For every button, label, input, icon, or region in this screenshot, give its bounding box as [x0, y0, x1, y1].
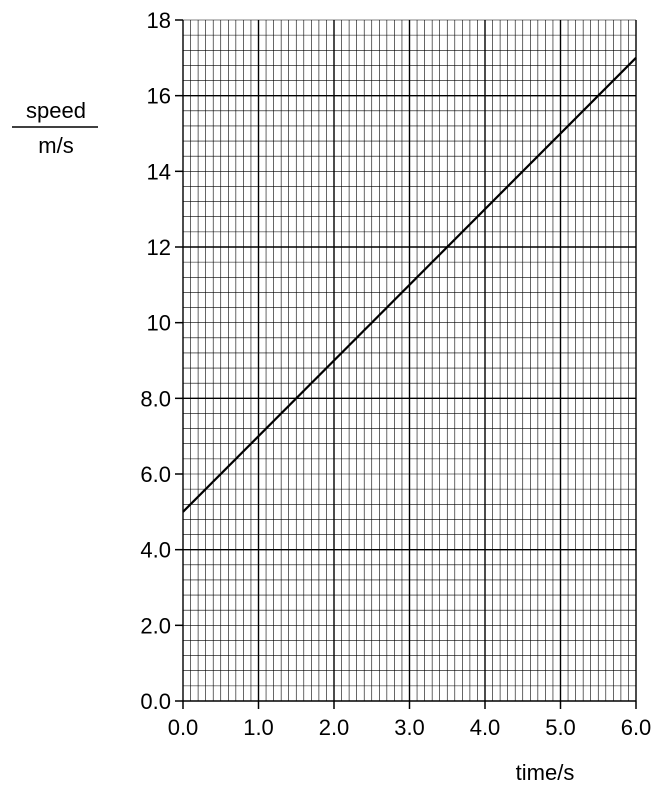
x-tick-label: 1.0	[243, 715, 274, 740]
y-tick-label: 10	[147, 311, 171, 336]
y-axis-label-numerator: speed	[26, 98, 86, 123]
x-tick-label: 4.0	[470, 715, 501, 740]
x-tick-label: 5.0	[545, 715, 576, 740]
x-tick-label: 6.0	[621, 715, 652, 740]
y-tick-label: 16	[147, 84, 171, 109]
series-line	[182, 57, 637, 513]
y-axis-label-denominator: m/s	[38, 133, 73, 158]
series-group	[182, 57, 637, 513]
x-axis-label: time/s	[516, 760, 575, 785]
y-tick-label: 4.0	[140, 538, 171, 563]
y-tick-label: 8.0	[140, 386, 171, 411]
tick-labels: 0.0 1.0 2.0 3.0 4.0 5.0 6.0 0.0 2.0 4.0 6.0 8.0 10 12…	[140, 8, 651, 740]
y-tick-label: 12	[147, 235, 171, 260]
x-tick-label: 0.0	[168, 715, 199, 740]
y-tick-label: 2.0	[140, 613, 171, 638]
x-tick-label: 2.0	[319, 715, 350, 740]
x-tick-label: 3.0	[394, 715, 425, 740]
y-tick-label: 6.0	[140, 462, 171, 487]
y-tick-label: 0.0	[140, 689, 171, 714]
y-tick-label: 14	[147, 159, 171, 184]
axis-ticks	[175, 19, 637, 709]
y-tick-label: 18	[147, 8, 171, 33]
